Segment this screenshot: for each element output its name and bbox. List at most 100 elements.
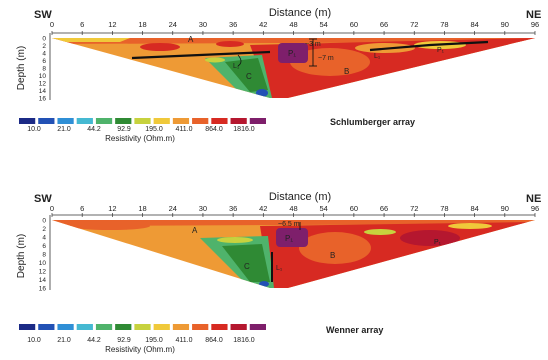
x-tick-label: 36 xyxy=(229,204,237,213)
region-b-label: B xyxy=(330,251,335,260)
x-tick-label: 54 xyxy=(320,20,328,29)
x-tick-label: 24 xyxy=(169,204,177,213)
x-tick-label: 78 xyxy=(440,20,448,29)
x-tick-label: 78 xyxy=(440,204,448,213)
legend-swatch xyxy=(76,324,93,330)
legend-value: 1816.0 xyxy=(233,126,255,133)
legend-swatches xyxy=(19,118,266,124)
legend-swatch xyxy=(19,118,36,124)
legend-swatch xyxy=(38,324,55,330)
legend-swatch xyxy=(192,118,209,124)
legend-value: 21.0 xyxy=(57,126,71,133)
legend-value: 10.0 xyxy=(27,337,41,344)
x-tick-label: 42 xyxy=(259,20,267,29)
x-tick-label: 66 xyxy=(380,20,388,29)
y-tick-label: 16 xyxy=(39,286,47,293)
x-tick-label: 18 xyxy=(138,20,146,29)
y-tick-label: 2 xyxy=(42,43,46,50)
ne-label: NE xyxy=(526,9,541,21)
legend-title: Resistivity (Ohm.m) xyxy=(105,134,175,143)
region-b-label: B xyxy=(344,67,349,76)
l1-boundary-line xyxy=(131,50,271,60)
x-tick-label: 72 xyxy=(410,204,418,213)
region-c-label: C xyxy=(246,72,252,81)
legend-values: 10.0 21.0 44.2 92.9 195.0 411.0 864.0 1816.0 xyxy=(27,337,255,344)
legend-swatch xyxy=(76,118,93,124)
l1-label: L₁ xyxy=(233,63,240,70)
resistivity-section xyxy=(52,38,535,98)
legend-swatch xyxy=(230,324,247,330)
legend-swatch xyxy=(230,118,247,124)
y-tick-label: 6 xyxy=(42,243,46,250)
depth-bottom-label: ~7 m xyxy=(318,55,334,62)
depth-top-label: ~3 m xyxy=(305,41,321,48)
y-tick-label: 8 xyxy=(42,66,46,73)
x-tick-label: 0 xyxy=(50,20,54,29)
legend-swatch xyxy=(115,324,132,330)
x-tick-label: 84 xyxy=(470,204,478,213)
legend-value: 44.2 xyxy=(87,126,101,133)
legend-swatches xyxy=(19,324,266,330)
legend-swatch xyxy=(95,118,113,124)
x-tick-label: 96 xyxy=(531,20,539,29)
legend-value: 195.0 xyxy=(145,126,163,133)
region-a-label: A xyxy=(188,35,194,44)
legend-value: 10.0 xyxy=(27,126,41,133)
depth-top-label: ~6.5 m xyxy=(278,221,300,228)
resistivity-legend-top: 10.0 21.0 44.2 92.9 195.0 411.0 864.0 1816.0 Re… xyxy=(19,118,266,143)
l1-bar-label: L₁ xyxy=(276,265,283,272)
y-tick-label: 12 xyxy=(39,269,47,276)
y-tick-label: 6 xyxy=(42,58,46,65)
x-tick-label: 60 xyxy=(350,20,358,29)
x-tick-label: 96 xyxy=(531,204,539,213)
legend-swatch xyxy=(172,324,190,330)
y-tick-label: 10 xyxy=(39,73,47,80)
y-tick-label: 8 xyxy=(42,252,46,259)
legend-value: 44.2 xyxy=(87,337,101,344)
array-label-wenner: Wenner array xyxy=(326,325,383,335)
legend-swatch xyxy=(19,324,36,330)
legend-swatch xyxy=(172,118,190,124)
legend-swatch xyxy=(115,118,132,124)
y-axis-title: Depth (m) xyxy=(16,46,27,90)
angle-arc xyxy=(237,54,242,67)
x-tick-labels: 0 6 12 18 24 30 36 42 48 54 60 66 72 78 84 90 96 xyxy=(50,204,539,217)
legend-swatch xyxy=(38,118,55,124)
legend-swatch xyxy=(57,324,74,330)
x-tick-label: 24 xyxy=(169,20,177,29)
x-tick-label: 90 xyxy=(501,204,509,213)
x-tick-label: 84 xyxy=(470,20,478,29)
legend-swatch xyxy=(153,118,170,124)
y-tick-label: 0 xyxy=(42,218,46,225)
y-tick-label: 4 xyxy=(42,51,46,58)
legend-value: 864.0 xyxy=(205,126,223,133)
x-tick-label: 30 xyxy=(199,20,207,29)
l1-bar-label: L₁ xyxy=(374,53,381,60)
y-tick-label: 14 xyxy=(39,277,47,284)
legend-swatch xyxy=(211,118,228,124)
p1-label: P₁ xyxy=(285,234,293,243)
p1-bar-label: P₁ xyxy=(434,239,442,246)
legend-value: 92.9 xyxy=(117,337,131,344)
legend-swatch xyxy=(134,118,151,124)
legend-swatch xyxy=(134,324,151,330)
sw-label: SW xyxy=(34,9,52,21)
x-tick-label: 48 xyxy=(289,204,297,213)
legend-swatch xyxy=(249,118,266,124)
x-tick-label: 42 xyxy=(259,204,267,213)
y-tick-label: 2 xyxy=(42,226,46,233)
legend-value: 92.9 xyxy=(117,126,131,133)
x-tick-label: 36 xyxy=(229,20,237,29)
legend-value: 21.0 xyxy=(57,337,71,344)
wenner-panel: SW NE Distance (m) Depth (m) 0 6 12 18 24 30 3… xyxy=(16,191,541,293)
p1-label: P₁ xyxy=(288,49,296,58)
legend-swatch xyxy=(192,324,209,330)
sw-label: SW xyxy=(34,193,52,205)
legend-swatch xyxy=(57,118,74,124)
schlumberger-panel: SW NE Distance (m) Depth (m) 0 6 12 18 24 30 3… xyxy=(16,7,541,103)
y-tick-label: 0 xyxy=(42,36,46,43)
x-tick-label: 6 xyxy=(80,20,84,29)
